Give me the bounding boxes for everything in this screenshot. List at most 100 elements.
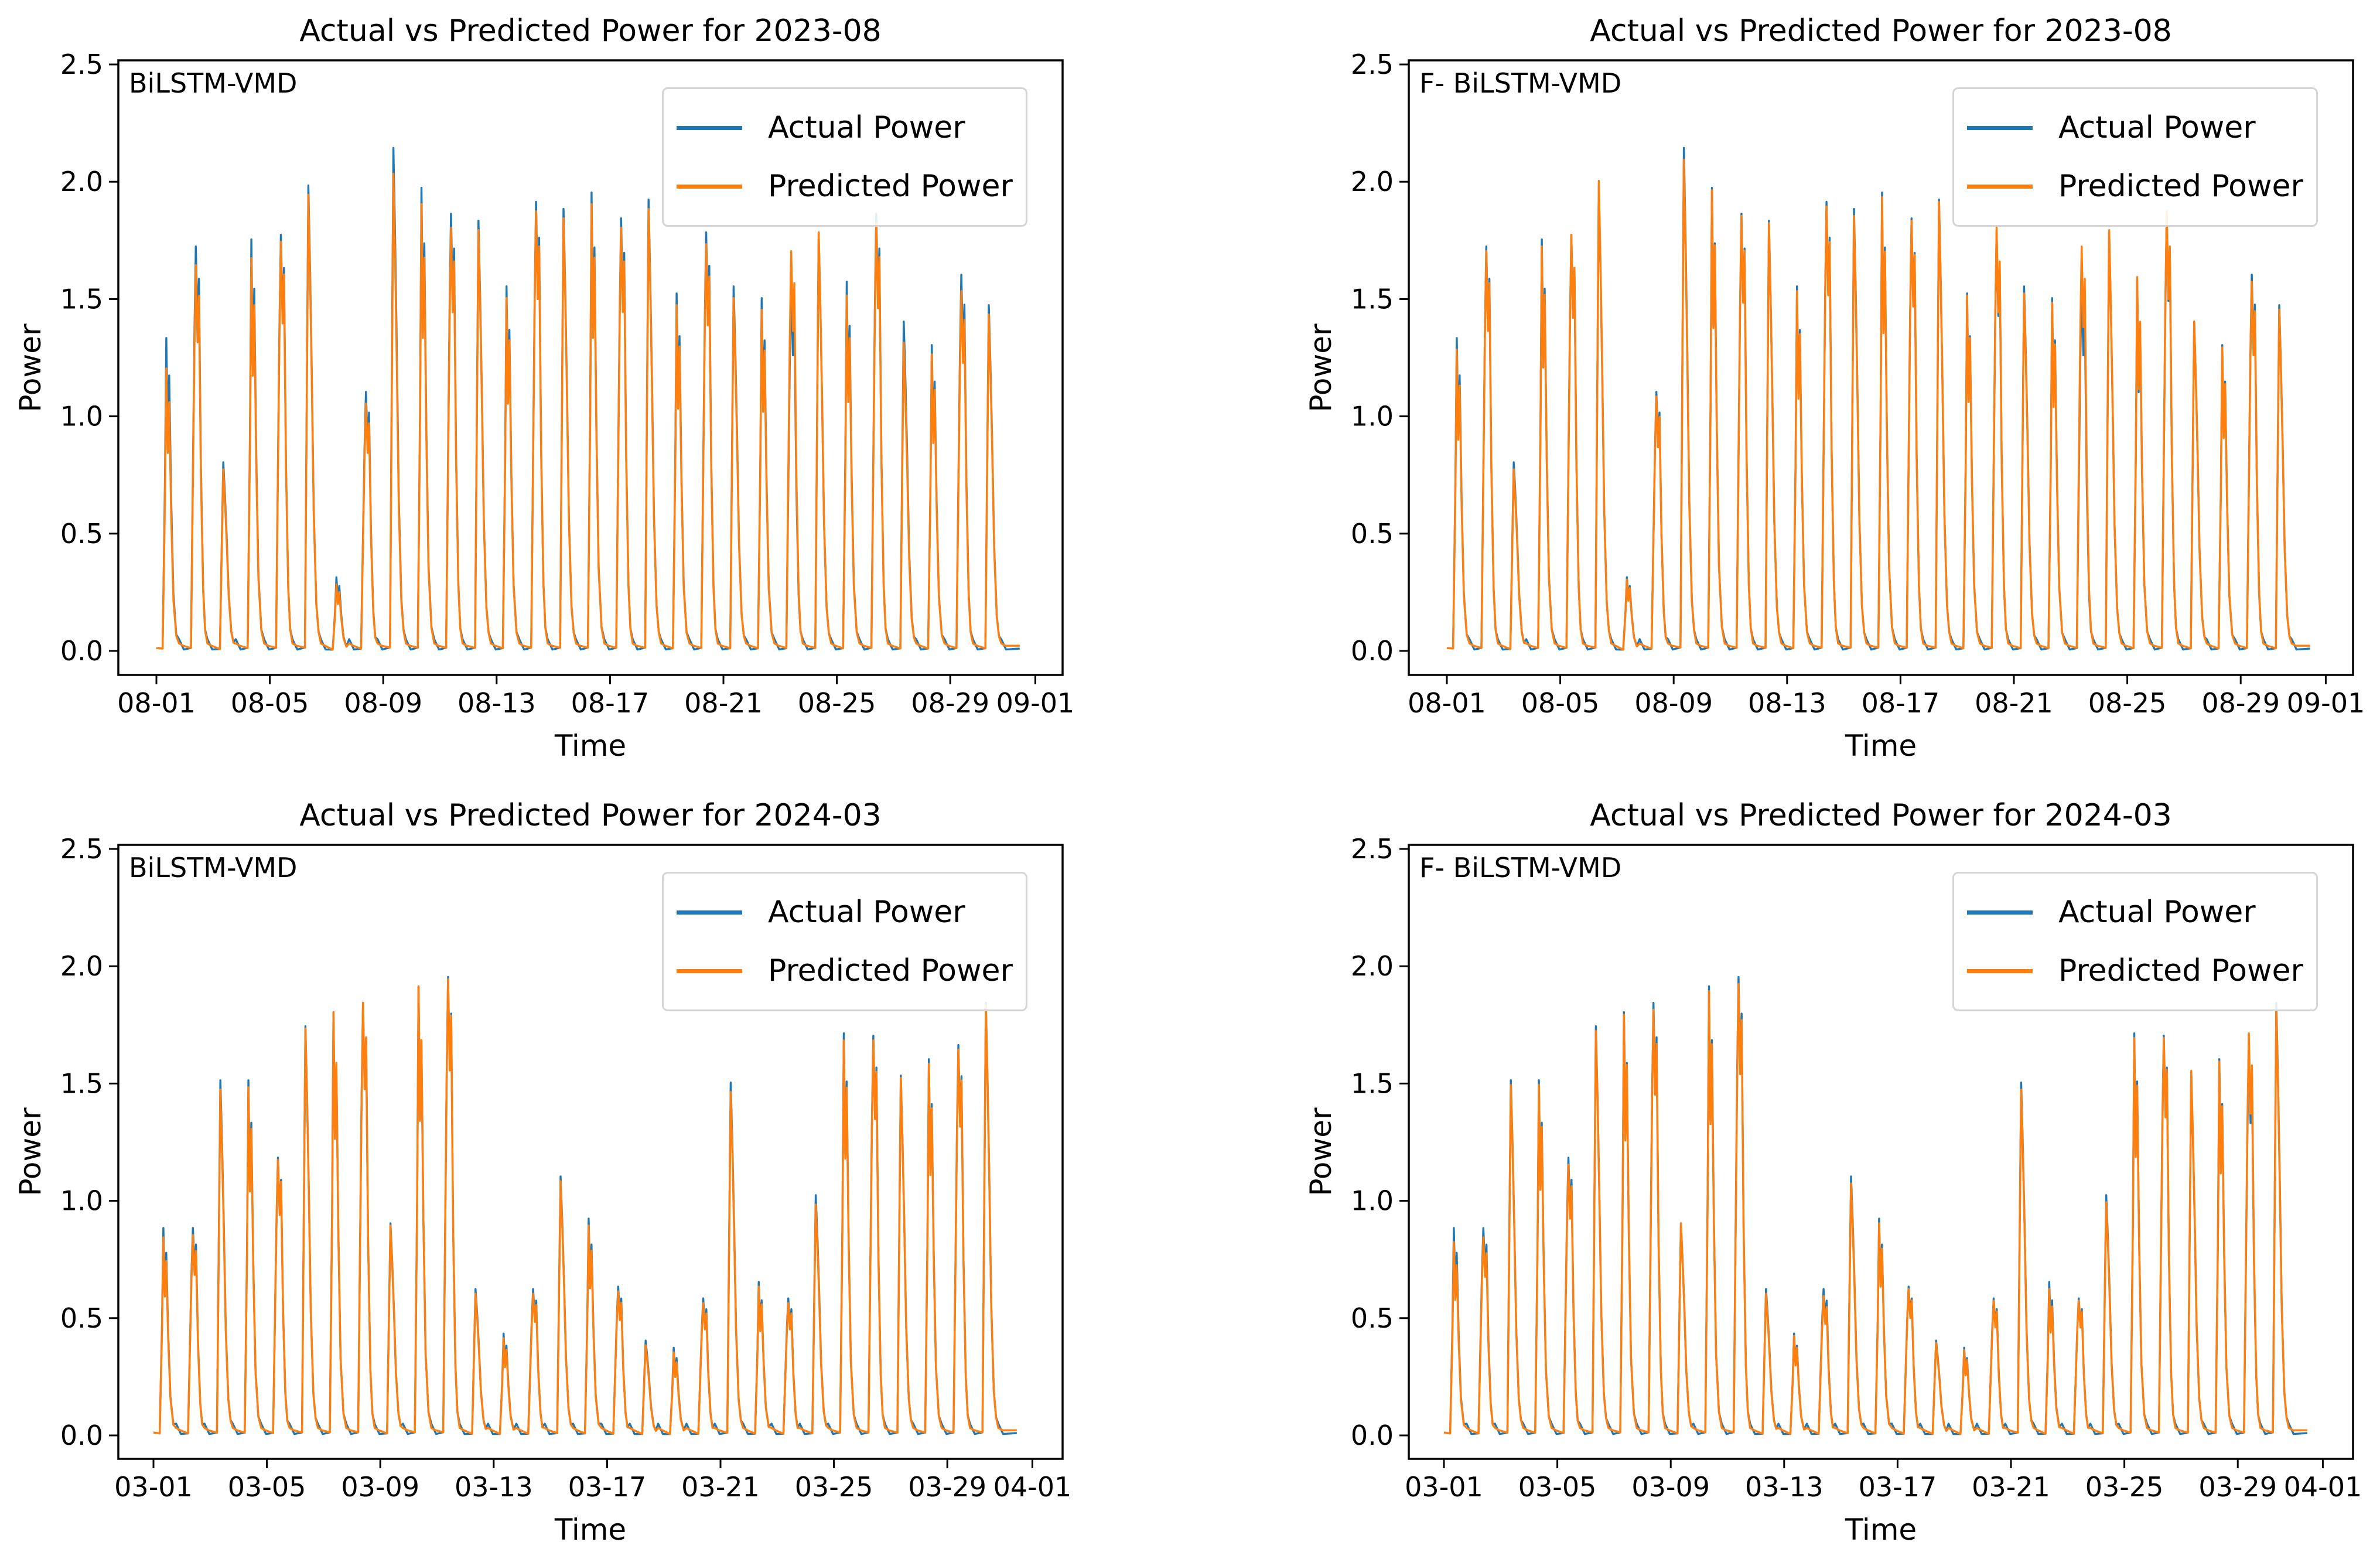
x-tick-label: 09-01 bbox=[2287, 687, 2365, 719]
y-tick-label: 0.5 bbox=[1351, 1302, 1394, 1334]
x-tick-label: 08-01 bbox=[117, 687, 196, 719]
actual-power-line bbox=[153, 975, 1017, 1435]
y-axis-label: Power bbox=[13, 323, 47, 412]
x-tick-label: 03-21 bbox=[681, 1471, 760, 1503]
y-tick-label: 2.5 bbox=[1351, 833, 1394, 865]
predicted-line-swatch bbox=[677, 184, 742, 189]
legend-label: Actual Power bbox=[768, 110, 965, 145]
x-tick-label: 03-25 bbox=[795, 1471, 873, 1503]
actual-power-line bbox=[1443, 975, 2307, 1435]
x-axis-label: Time bbox=[554, 1513, 627, 1547]
legend: Actual Power Predicted Power bbox=[1952, 872, 2318, 1011]
x-tick-label: 03-09 bbox=[341, 1471, 419, 1503]
predicted-line-swatch bbox=[1967, 184, 2033, 189]
y-tick-label: 2.0 bbox=[1351, 950, 1394, 982]
predicted-power-line bbox=[153, 978, 1017, 1435]
axes-spines bbox=[117, 59, 1064, 676]
predicted-line-swatch bbox=[677, 968, 742, 973]
legend-label: Actual Power bbox=[2058, 110, 2256, 145]
chart-title: Actual vs Predicted Power for 2024-03 bbox=[1590, 798, 2172, 833]
axes-spines bbox=[1408, 844, 2354, 1460]
y-tick-label: 0.5 bbox=[60, 518, 103, 550]
legend-label: Actual Power bbox=[2058, 895, 2256, 930]
legend-item-actual: Actual Power bbox=[677, 112, 1013, 143]
y-axis-label: Power bbox=[1304, 323, 1338, 412]
y-tick-label: 2.5 bbox=[60, 49, 103, 80]
x-tick-label: 08-25 bbox=[798, 687, 876, 719]
actual-line-swatch bbox=[677, 125, 742, 130]
y-tick-label: 0.5 bbox=[60, 1302, 103, 1334]
y-tick-label: 2.0 bbox=[60, 166, 103, 197]
x-tick-label: 08-05 bbox=[1521, 687, 1600, 719]
model-label: BiLSTM-VMD bbox=[129, 852, 298, 884]
chart-title: Actual vs Predicted Power for 2023-08 bbox=[1590, 13, 2172, 49]
y-tick-label: 0.0 bbox=[1351, 1420, 1394, 1451]
y-tick-label: 1.0 bbox=[60, 1185, 103, 1217]
y-tick-label: 1.0 bbox=[60, 401, 103, 432]
predicted-power-line bbox=[1446, 158, 2310, 651]
y-tick-label: 0.0 bbox=[1351, 635, 1394, 667]
x-tick-label: 03-01 bbox=[114, 1471, 193, 1503]
legend-label: Predicted Power bbox=[2058, 169, 2303, 204]
y-tick-label: 2.0 bbox=[1351, 166, 1394, 197]
legend: Actual Power Predicted Power bbox=[1952, 87, 2318, 227]
y-tick-label: 1.0 bbox=[1351, 401, 1394, 432]
legend: Actual Power Predicted Power bbox=[662, 87, 1027, 227]
x-tick-label: 03-09 bbox=[1631, 1471, 1710, 1503]
legend-item-actual: Actual Power bbox=[1967, 897, 2303, 927]
model-label: F- BiLSTM-VMD bbox=[1419, 852, 1622, 884]
y-tick-label: 0.0 bbox=[60, 1420, 103, 1451]
y-tick-label: 2.5 bbox=[60, 833, 103, 865]
x-tick-label: 08-21 bbox=[1975, 687, 2053, 719]
y-tick-label: 1.5 bbox=[60, 283, 103, 315]
chart-title: Actual vs Predicted Power for 2024-03 bbox=[299, 798, 882, 833]
legend: Actual Power Predicted Power bbox=[662, 872, 1027, 1011]
x-tick-label: 08-25 bbox=[2088, 687, 2167, 719]
y-tick-label: 2.5 bbox=[1351, 49, 1394, 80]
y-tick-label: 1.5 bbox=[1351, 1067, 1394, 1099]
x-tick-label: 08-05 bbox=[231, 687, 309, 719]
x-tick-label: 08-17 bbox=[1862, 687, 1940, 719]
predicted-line-swatch bbox=[1967, 968, 2033, 973]
x-tick-label: 08-09 bbox=[1634, 687, 1713, 719]
x-axis-label: Time bbox=[1845, 1513, 1917, 1547]
legend-label: Predicted Power bbox=[768, 169, 1013, 204]
x-tick-label: 04-01 bbox=[993, 1471, 1072, 1503]
predicted-power-line bbox=[156, 172, 1020, 651]
y-tick-label: 1.0 bbox=[1351, 1185, 1394, 1217]
legend-item-actual: Actual Power bbox=[1967, 112, 2303, 143]
x-tick-label: 08-17 bbox=[571, 687, 650, 719]
legend-item-predicted: Predicted Power bbox=[677, 171, 1013, 202]
model-label: BiLSTM-VMD bbox=[129, 67, 298, 99]
x-tick-label: 03-05 bbox=[1518, 1471, 1597, 1503]
legend-label: Predicted Power bbox=[2058, 953, 2303, 988]
x-tick-label: 08-29 bbox=[2201, 687, 2280, 719]
legend-item-actual: Actual Power bbox=[677, 897, 1013, 927]
x-tick-label: 08-13 bbox=[1748, 687, 1826, 719]
legend-item-predicted: Predicted Power bbox=[1967, 956, 2303, 986]
x-tick-label: 03-17 bbox=[568, 1471, 647, 1503]
y-tick-label: 1.5 bbox=[60, 1067, 103, 1099]
model-label: F- BiLSTM-VMD bbox=[1419, 67, 1622, 99]
x-tick-label: 03-25 bbox=[2085, 1471, 2164, 1503]
x-tick-label: 03-29 bbox=[2198, 1471, 2277, 1503]
x-tick-label: 03-13 bbox=[455, 1471, 533, 1503]
chart-title: Actual vs Predicted Power for 2023-08 bbox=[299, 13, 882, 49]
x-tick-label: 03-17 bbox=[1859, 1471, 1937, 1503]
x-tick-label: 08-21 bbox=[684, 687, 763, 719]
y-tick-label: 2.0 bbox=[60, 950, 103, 982]
legend-item-predicted: Predicted Power bbox=[1967, 171, 2303, 202]
x-tick-label: 08-13 bbox=[457, 687, 536, 719]
y-axis-label: Power bbox=[1304, 1107, 1338, 1196]
x-tick-label: 08-09 bbox=[344, 687, 422, 719]
predicted-power-line bbox=[1443, 983, 2307, 1435]
x-axis-label: Time bbox=[554, 729, 627, 763]
x-tick-label: 03-29 bbox=[908, 1471, 986, 1503]
axes-spines bbox=[117, 844, 1064, 1460]
legend-item-predicted: Predicted Power bbox=[677, 956, 1013, 986]
actual-line-swatch bbox=[1967, 125, 2033, 130]
x-tick-label: 04-01 bbox=[2284, 1471, 2362, 1503]
actual-line-swatch bbox=[1967, 910, 2033, 915]
